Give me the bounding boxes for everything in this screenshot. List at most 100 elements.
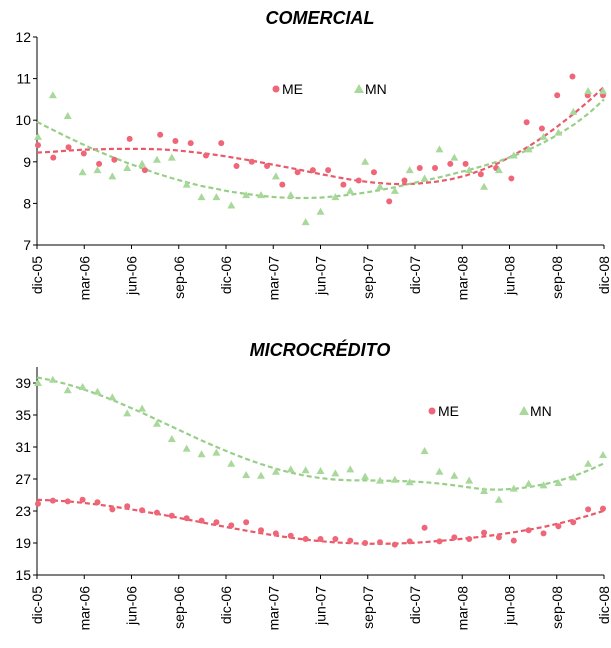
data-point-me (525, 527, 532, 534)
trend-line-me (36, 86, 605, 186)
x-tick-label: mar-06 (76, 586, 92, 631)
data-point-mn (331, 469, 340, 477)
y-tick-label: 10 (15, 112, 31, 128)
data-point-mn (197, 193, 206, 201)
data-point-me (495, 534, 502, 541)
data-point-mn (48, 91, 57, 99)
data-point-me (79, 496, 86, 503)
y-tick-label: 15 (15, 567, 31, 583)
data-point-mn (450, 471, 459, 479)
data-point-mn (465, 166, 474, 174)
data-point-me (406, 538, 413, 545)
data-point-mn (480, 182, 489, 190)
legend: ME MN (428, 403, 552, 419)
x-tick-label: sep-06 (171, 586, 187, 629)
data-point-me (64, 498, 71, 505)
legend-label: MN (530, 403, 552, 419)
y-tick-label: 11 (16, 71, 31, 87)
data-point-me (309, 167, 316, 174)
data-point-mn (301, 466, 310, 474)
data-point-me (202, 152, 209, 159)
data-point-mn (242, 471, 251, 478)
x-tick-label: mar-08 (454, 586, 470, 631)
data-point-mn (375, 476, 384, 484)
x-tick-label: jun-08 (502, 256, 518, 296)
data-point-me (228, 522, 235, 529)
x-tick-label: jun-07 (313, 256, 329, 296)
data-point-me (362, 540, 369, 546)
x-tick-label: sep-07 (360, 586, 376, 629)
data-point-mn (584, 459, 593, 467)
x-tick-label: mar-07 (265, 586, 281, 631)
x-tick-label: dic-05 (29, 256, 45, 294)
data-point-mn (405, 478, 414, 486)
data-point-mn (316, 467, 325, 474)
data-point-mn (63, 112, 72, 120)
data-point-me (570, 519, 577, 526)
data-point-mn (584, 87, 593, 95)
x-tick-label: jun-07 (313, 586, 329, 626)
x-tick-label: sep-08 (549, 256, 565, 299)
chart-title: COMERCIAL (266, 8, 375, 28)
data-point-mn (257, 471, 266, 479)
data-point-me (554, 92, 561, 99)
data-point-me (35, 142, 41, 149)
trend-line-mn (36, 376, 605, 491)
data-point-mn (197, 450, 206, 458)
data-point-mn (361, 472, 370, 480)
data-point-mn (450, 153, 459, 161)
x-tick-label: sep-06 (171, 256, 187, 299)
data-point-me (198, 517, 205, 524)
data-point-mn (390, 475, 399, 483)
data-point-mn (361, 157, 370, 165)
data-point-me (248, 158, 255, 165)
data-point-me (416, 165, 423, 172)
data-point-me (401, 177, 408, 184)
data-point-me (65, 144, 72, 151)
data-point-mn (271, 467, 280, 475)
data-point-mn (509, 484, 518, 492)
data-point-mn (494, 166, 503, 174)
data-point-me (153, 509, 160, 516)
legend-label: ME (438, 403, 459, 419)
data-point-me (538, 125, 545, 132)
data-point-mn (420, 447, 429, 454)
data-point-me (264, 162, 271, 169)
data-point-me (218, 140, 225, 147)
data-point-mn (390, 186, 399, 194)
x-tick-label: mar-07 (265, 256, 281, 301)
data-point-me (233, 162, 240, 169)
trend-line-mn (36, 98, 605, 200)
data-point-me (569, 73, 576, 80)
x-tick-label: dic-08 (596, 586, 611, 624)
data-point-mn (331, 193, 340, 201)
data-point-me (370, 169, 377, 176)
data-point-mn (524, 479, 533, 487)
data-point-mn (108, 172, 117, 180)
y-tick-label: 35 (15, 407, 31, 423)
data-point-me (555, 523, 562, 530)
data-point-mn (182, 444, 191, 452)
data-point-mn (34, 132, 42, 140)
data-point-me (340, 181, 347, 188)
x-tick-label: sep-07 (360, 256, 376, 299)
data-point-mn (480, 487, 489, 494)
data-point-mn (494, 495, 503, 503)
y-tick-label: 27 (15, 471, 31, 487)
data-point-me (49, 497, 56, 504)
data-point-mn (63, 386, 72, 394)
data-point-mn (420, 174, 429, 182)
data-point-mn (435, 467, 444, 475)
data-point-me (585, 506, 592, 513)
data-point-mn (569, 107, 578, 115)
data-point-me (600, 505, 606, 512)
data-point-mn (167, 153, 176, 161)
data-point-me (258, 527, 265, 534)
data-point-me (183, 515, 190, 522)
legend-label: ME (282, 81, 303, 97)
data-point-mn (301, 218, 310, 226)
x-tick-label: dic-08 (596, 256, 611, 294)
data-point-me (294, 169, 301, 176)
data-point-me (508, 175, 515, 182)
data-point-mn (346, 465, 355, 473)
